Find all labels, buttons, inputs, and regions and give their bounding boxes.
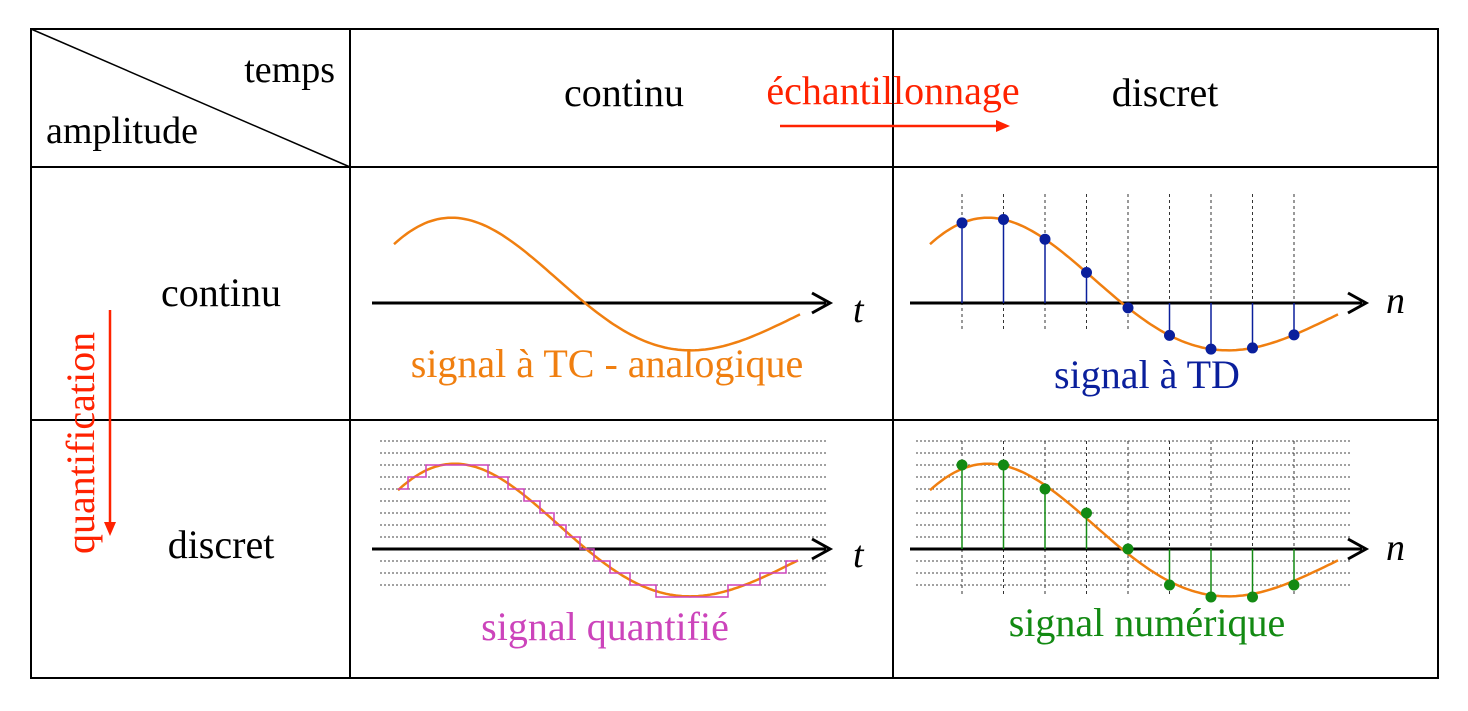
corner-label-amplitude: amplitude (46, 110, 198, 152)
sample-point (1081, 266, 1092, 278)
caption-analog-signal: signal à TC - analogique (411, 341, 804, 386)
sample-point (956, 217, 968, 229)
time-axis-label-digital: n (1386, 527, 1405, 569)
sample-point (1164, 579, 1175, 591)
quantized-signal-panel (372, 440, 834, 598)
time-axis-head (811, 291, 834, 315)
table-grid (30, 28, 1439, 679)
column-header-discrete: discret (1112, 70, 1219, 115)
digital-signal-panel (910, 440, 1370, 603)
sampling-arrow (780, 120, 1010, 132)
sample-point (998, 214, 1009, 226)
quantized-staircase (398, 464, 798, 598)
time-axis-label-analog: t (853, 289, 865, 331)
sample-point (1039, 233, 1051, 245)
sample-point (1288, 579, 1300, 591)
column-header-continuous: continu (564, 70, 684, 115)
discrete-time-signal-panel (910, 194, 1370, 355)
time-axis-head (811, 537, 834, 561)
corner-diagonal (30, 28, 351, 168)
sample-point (1122, 302, 1134, 314)
analog-signal-panel (372, 216, 834, 352)
corner-label-time: temps (244, 49, 335, 91)
sampling-label: échantillonnage (766, 68, 1019, 113)
sample-point (1164, 329, 1175, 341)
analog-signal-curve (393, 216, 801, 352)
sample-point (1288, 329, 1300, 341)
sample-point (1039, 483, 1051, 495)
quantization-label: quantification (58, 332, 103, 554)
time-axis-label-quantized: t (853, 534, 865, 576)
sample-point (1205, 591, 1217, 603)
row-header-continuous: continu (161, 270, 281, 315)
sample-point (1247, 591, 1258, 603)
caption-digital-signal: signal numérique (1009, 600, 1286, 645)
caption-quantized-signal: signal quantifié (481, 604, 729, 649)
sample-point (998, 459, 1009, 471)
sample-point (1122, 543, 1134, 555)
sample-point (1247, 342, 1258, 354)
underlying-signal-curve (929, 216, 1339, 352)
underlying-signal-curve (397, 462, 799, 598)
caption-discrete-time-signal: signal à TD (1054, 352, 1240, 397)
sample-point (956, 459, 968, 471)
sample-point (1205, 343, 1217, 355)
underlying-signal-curve (929, 462, 1339, 598)
sample-point (1081, 507, 1092, 519)
row-header-discrete: discret (168, 522, 275, 567)
discrete-time-axis-head (1347, 537, 1370, 561)
time-axis-label-td: n (1386, 280, 1405, 322)
discrete-time-axis-head (1347, 291, 1370, 315)
quantization-arrow (104, 310, 116, 536)
